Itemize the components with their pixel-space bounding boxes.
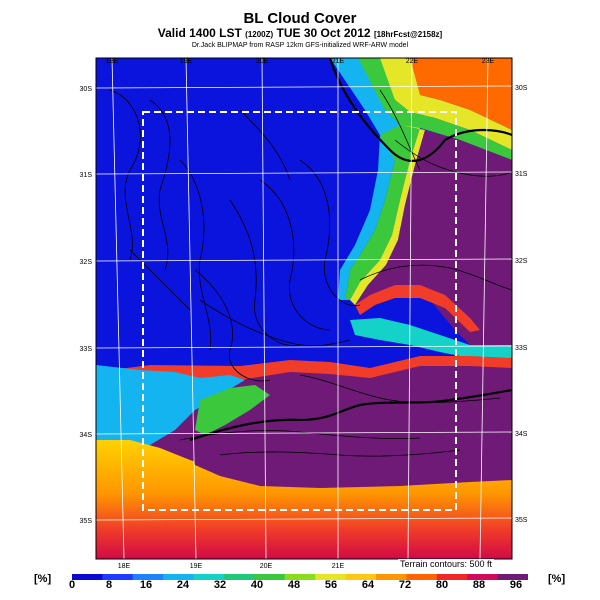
colorbar-swatch [102, 574, 134, 580]
lon-label-bottom: 21E [332, 563, 345, 570]
colorbar-swatch [72, 574, 103, 580]
lat-label-right: 34S [515, 431, 528, 438]
colorbar-tick-label: 80 [435, 579, 449, 591]
colorbar-tick-label: 64 [361, 579, 375, 591]
ne-band-green [355, 58, 512, 160]
overcast-east [355, 130, 512, 345]
forecast-date: TUE 30 Oct 2012 [276, 26, 371, 40]
ne-band-yellow2 [350, 125, 425, 305]
ne-band-yellow [375, 58, 512, 150]
colorbar-swatch [224, 574, 255, 580]
forecast-run: [18hrFcst@2158z] [373, 30, 443, 39]
colorbar-tick-label: 0 [68, 579, 76, 591]
colorbar-unit-right: [%] [548, 573, 566, 585]
lat-label-left: 34S [80, 432, 93, 439]
coastline [189, 58, 512, 442]
lat-label-right: 31S [515, 171, 528, 178]
colorbar-swatch [497, 574, 528, 580]
map-frame [95, 57, 513, 560]
colorbar-tick-label: 24 [176, 579, 190, 591]
lon-label-top: 21E [332, 58, 345, 65]
lon-label-top: 22E [406, 58, 419, 65]
colorbar [72, 574, 528, 580]
colorbar-swatch [254, 574, 286, 580]
ne-band-orange [400, 58, 512, 130]
east-red-band [355, 285, 480, 332]
lon-label-bottom: 19E [190, 563, 203, 570]
east-cyan-band [350, 318, 512, 360]
lon-label-top: 20E [256, 58, 269, 65]
colorbar-swatch [315, 574, 347, 580]
colorbar-swatch [436, 574, 468, 580]
colorbar-swatch [467, 574, 499, 580]
lat-label-right: 30S [515, 85, 528, 92]
inner-domain-box [142, 111, 457, 511]
lon-label-top: 23E [482, 58, 495, 65]
chart-title: BL Cloud Cover [243, 10, 357, 27]
ne-band-cyan [330, 58, 400, 300]
cloud-edge-red [96, 356, 512, 442]
colorbar-swatch [193, 574, 225, 580]
colorbar-swatch [345, 574, 377, 580]
lon-label-top: 19E [180, 58, 193, 65]
colorbar-tick-label: 16 [139, 579, 153, 591]
chart-subtitle: Valid 1400 LST (1200Z) TUE 30 Oct 2012 [… [0, 26, 600, 40]
colorbar-swatch [163, 574, 195, 580]
valid-time: Valid 1400 LST [157, 26, 242, 40]
colorbar-swatch [406, 574, 438, 580]
graticule [96, 58, 512, 559]
colorbar-tick-label: 48 [287, 579, 301, 591]
lon-label-bottom: 20E [260, 563, 273, 570]
colorbar-tick-label: 32 [213, 579, 227, 591]
terrain-contour-note: Terrain contours: 500 ft [398, 559, 495, 569]
colorbar-swatch [376, 574, 407, 580]
colorbar-swatch [132, 574, 164, 580]
colorbar-tick-label: 96 [509, 579, 523, 591]
lat-label-left: 31S [80, 172, 93, 179]
lat-label-right: 35S [515, 517, 528, 524]
colorbar-tick-label: 56 [324, 579, 338, 591]
colorbar-tick-label: 40 [250, 579, 264, 591]
colorbar-swatch [284, 574, 316, 580]
utc-time: (1200Z) [245, 30, 274, 39]
lon-label-bottom: 18E [118, 563, 131, 570]
lat-label-right: 32S [515, 258, 528, 265]
ne-band-green2 [345, 125, 420, 300]
lat-label-left: 30S [80, 86, 93, 93]
colorbar-unit-left: [%] [34, 573, 52, 585]
colorbar-tick-label: 72 [398, 579, 412, 591]
lon-label-top: 18E [106, 58, 119, 65]
lat-label-left: 35S [80, 518, 93, 525]
cloud-edge-cyan [96, 365, 245, 450]
cloud-edge-green [195, 385, 270, 435]
model-credit: Dr.Jack BLIPMAP from RASP 12km GFS-initi… [191, 42, 409, 49]
colorbar-tick-label: 88 [472, 579, 486, 591]
lat-label-right: 33S [515, 345, 528, 352]
colorbar-tick-label: 8 [105, 579, 113, 591]
lat-label-left: 33S [80, 346, 93, 353]
lat-label-left: 32S [80, 259, 93, 266]
